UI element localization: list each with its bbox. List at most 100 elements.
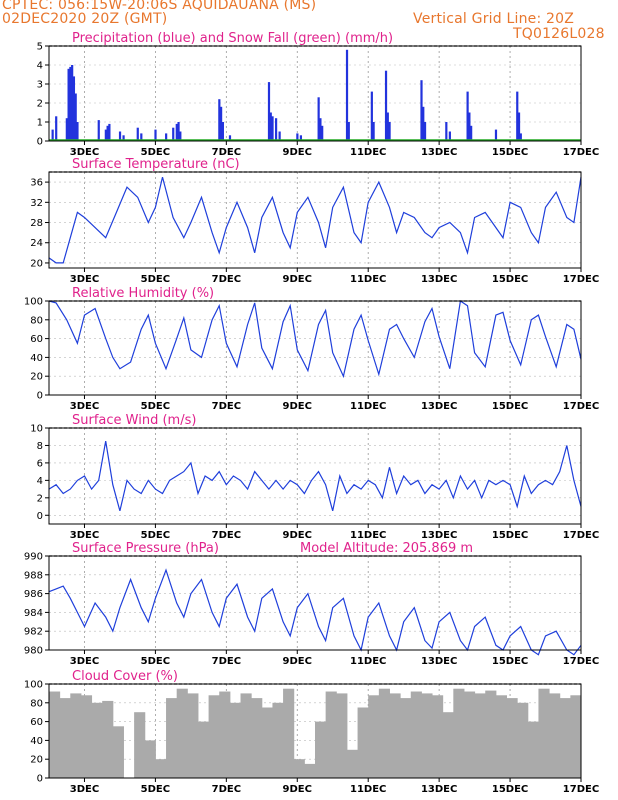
x-tick-label: 17DEC <box>563 274 599 285</box>
precip-bar <box>269 112 272 141</box>
y-tick-label: 20 <box>30 258 43 269</box>
x-tick-label: 17DEC <box>563 656 599 667</box>
panel-1: 20 24 28 32 36 3DEC 5DEC 7DEC 9DEC 11DEC 13DEC 15DE… <box>30 157 599 285</box>
cloud-bar <box>400 698 412 778</box>
y-tick-label: 10 <box>30 424 43 435</box>
x-tick-label: 7DEC <box>212 274 241 285</box>
cloud-bar <box>144 740 156 778</box>
precip-bar <box>72 76 76 141</box>
cloud-bar <box>474 693 486 778</box>
cloud-bar <box>410 691 422 778</box>
y-tick-label: 1 <box>37 118 43 129</box>
y-tick-label: 20 <box>30 755 43 766</box>
precip-bar <box>165 133 168 141</box>
y-tick-label: 4 <box>37 476 43 487</box>
precip-bar <box>228 135 232 141</box>
cloud-bar <box>251 698 263 778</box>
precip-bar <box>71 65 74 141</box>
y-tick-label: 100 <box>24 297 43 308</box>
y-tick-label: 40 <box>30 353 43 364</box>
precip-bar <box>516 91 519 141</box>
y-tick-label: 990 <box>24 552 43 563</box>
precip-bar <box>104 129 107 141</box>
y-tick-label: 6 <box>37 458 43 469</box>
precip-bar <box>372 122 375 141</box>
x-tick-label: 17DEC <box>563 530 599 541</box>
series-line <box>48 568 582 656</box>
cloud-bar <box>463 691 476 778</box>
precip-bar <box>177 122 180 141</box>
precip-bar <box>519 133 522 141</box>
cloud-bar <box>527 721 539 778</box>
panel-0: 0 1 2 3 4 5 3DEC 5DEC 7DEC 9DEC 11DEC 13DEC 15DEC 17D… <box>37 31 600 158</box>
x-tick-label: 3DEC <box>70 147 99 158</box>
cloud-bar <box>229 702 242 778</box>
precip-bar <box>106 125 109 141</box>
precip-bar <box>122 135 125 141</box>
panel-subtitle: Model Altitude: 205.869 m <box>300 541 473 556</box>
y-tick-label: 2 <box>37 493 43 504</box>
x-tick-label: 5DEC <box>141 274 170 285</box>
panel-frame <box>48 555 582 651</box>
cloud-bar <box>517 702 529 778</box>
precip-bar <box>388 122 391 141</box>
y-tick-label: 24 <box>30 238 43 249</box>
x-tick-label: 5DEC <box>141 530 170 541</box>
cloud-bar <box>187 693 199 778</box>
x-tick-label: 11DEC <box>350 274 386 285</box>
x-tick-label: 11DEC <box>350 530 386 541</box>
precip-bar <box>67 68 70 141</box>
x-tick-label: 13DEC <box>421 784 457 795</box>
precip-bar <box>299 135 303 141</box>
x-tick-label: 5DEC <box>141 656 170 667</box>
x-tick-label: 17DEC <box>563 147 599 158</box>
precip-bar <box>172 127 175 141</box>
x-tick-label: 5DEC <box>141 784 170 795</box>
x-tick-label: 5DEC <box>141 401 170 412</box>
y-tick-label: 984 <box>24 608 43 619</box>
y-tick-label: 36 <box>30 178 43 189</box>
x-tick-label: 3DEC <box>70 784 99 795</box>
precip-bar <box>65 118 68 141</box>
precip-bar <box>220 106 223 141</box>
y-tick-label: 28 <box>30 218 43 229</box>
precip-bar <box>218 99 221 141</box>
x-tick-label: 7DEC <box>212 147 241 158</box>
precip-bar <box>517 112 521 141</box>
cloud-bar <box>549 693 561 778</box>
x-tick-label: 17DEC <box>563 401 599 412</box>
x-tick-label: 7DEC <box>212 401 241 412</box>
precip-bar <box>384 70 388 141</box>
cloud-bar <box>240 693 252 778</box>
precip-bar <box>494 129 498 141</box>
x-tick-label: 11DEC <box>350 784 386 795</box>
panel-2: 0 20 40 60 80 100 3DEC 5DEC 7DEC 9DEC 11DEC 13DEC 15… <box>24 286 599 412</box>
precip-bar <box>69 66 72 141</box>
x-tick-label: 15DEC <box>492 530 528 541</box>
precip-bar <box>466 91 469 141</box>
precip-bar <box>422 106 425 141</box>
cloud-bar <box>272 702 284 778</box>
cloud-bar <box>336 693 348 778</box>
cloud-bar <box>304 763 316 778</box>
precip-bar <box>386 112 389 141</box>
cloud-bar <box>559 698 571 778</box>
x-tick-label: 13DEC <box>421 530 457 541</box>
precip-bar <box>274 118 278 141</box>
y-tick-label: 0 <box>37 137 43 148</box>
precip-bar <box>74 93 77 141</box>
run-datetime: 02DEC2020 20Z (GMT) <box>2 11 168 27</box>
panel-frame <box>48 300 582 396</box>
series-line <box>48 299 582 379</box>
x-tick-label: 17DEC <box>563 784 599 795</box>
x-tick-label: 13DEC <box>421 656 457 667</box>
cloud-bar <box>346 749 359 778</box>
cloud-bar <box>283 688 295 778</box>
y-tick-label: 0 <box>37 774 43 785</box>
x-tick-label: 11DEC <box>350 401 386 412</box>
cloud-bar <box>453 688 465 778</box>
y-tick-label: 980 <box>24 646 43 657</box>
cloud-bar <box>208 695 220 778</box>
y-tick-label: 0 <box>37 511 43 522</box>
